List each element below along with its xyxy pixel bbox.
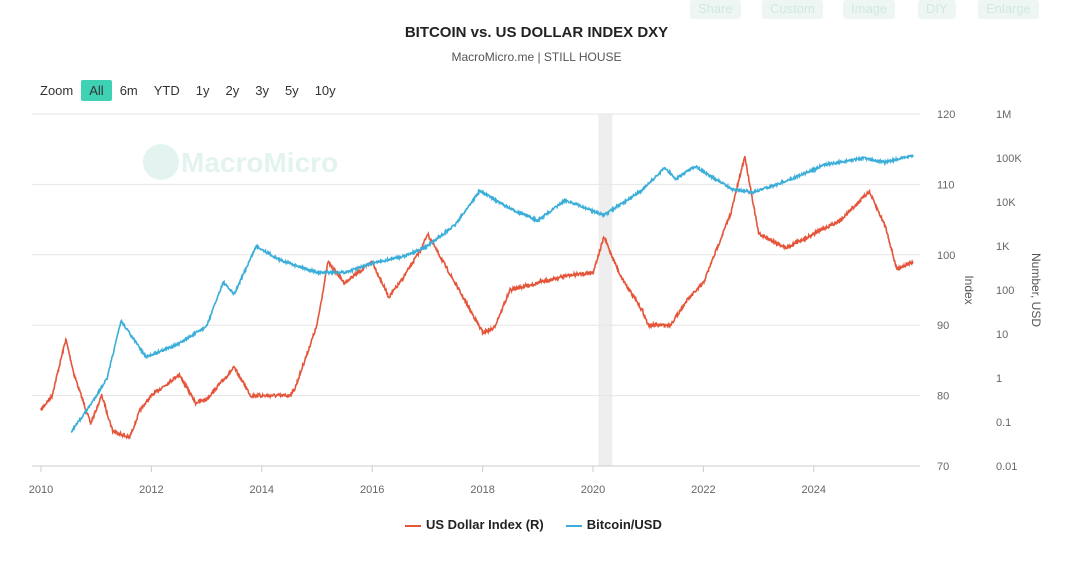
y-right-tick: 100 [996, 285, 1014, 297]
x-tick: 2010 [29, 484, 53, 496]
legend-item-btc[interactable]: Bitcoin/USD [565, 517, 662, 532]
diy-button[interactable]: DIY [918, 0, 956, 19]
x-tick: 2024 [802, 484, 826, 496]
dxy-line [40, 156, 914, 440]
legend-item-dxy[interactable]: US Dollar Index (R) [405, 517, 544, 532]
y-left-tick: 90 [937, 320, 949, 332]
chart-subtitle: MacroMicro.me | STILL HOUSE [451, 50, 622, 64]
x-tick: 2020 [581, 484, 605, 496]
enlarge-button[interactable]: Enlarge [978, 0, 1039, 19]
x-tick: 2022 [691, 484, 715, 496]
y-right-tick: 1 [996, 373, 1002, 385]
y-left-tick: 100 [937, 250, 955, 262]
image-button[interactable]: Image [843, 0, 896, 19]
watermark-logo-icon [143, 144, 179, 180]
left-axis-label: Index [962, 275, 976, 304]
zoom-5y[interactable]: 5y [284, 83, 299, 98]
legend: US Dollar Index (R) Bitcoin/USD [405, 517, 662, 532]
watermark: MacroMicro [181, 147, 338, 178]
zoom-6m[interactable]: 6m [119, 83, 138, 98]
zoom-1y[interactable]: 1y [195, 83, 210, 98]
bitcoin-line [70, 154, 914, 434]
y-right-tick: 0.01 [996, 461, 1017, 473]
right-axis-label: Number, USD [1029, 253, 1043, 327]
x-tick: 2012 [139, 484, 163, 496]
x-tick: 2016 [360, 484, 384, 496]
zoom-ytd[interactable]: YTD [153, 83, 180, 98]
zoom-10y[interactable]: 10y [314, 83, 336, 98]
zoom-label: Zoom [40, 83, 74, 98]
shaded-region [598, 114, 613, 466]
y-left-tick: 120 [937, 109, 955, 121]
zoom-all[interactable]: All [81, 80, 112, 101]
custom-button[interactable]: Custom [762, 0, 823, 19]
y-right-tick: 1K [996, 241, 1010, 253]
y-right-tick: 10K [996, 197, 1016, 209]
y-right-tick: 100K [996, 153, 1022, 165]
x-tick: 2014 [250, 484, 274, 496]
chart-title: BITCOIN vs. US DOLLAR INDEX DXY [404, 24, 669, 41]
share-button[interactable]: Share [690, 0, 741, 19]
zoom-selector: Zoom All 6m YTD 1y 2y 3y 5y 10y [32, 80, 344, 101]
y-right-tick: 0.1 [996, 417, 1011, 429]
y-right-tick: 1M [996, 109, 1011, 121]
y-left-tick: 110 [937, 179, 955, 191]
y-right-tick: 10 [996, 329, 1008, 341]
y-left-tick: 70 [937, 461, 949, 473]
zoom-2y[interactable]: 2y [225, 83, 240, 98]
zoom-3y[interactable]: 3y [255, 83, 269, 98]
y-left-tick: 80 [937, 391, 949, 403]
x-tick: 2018 [470, 484, 494, 496]
